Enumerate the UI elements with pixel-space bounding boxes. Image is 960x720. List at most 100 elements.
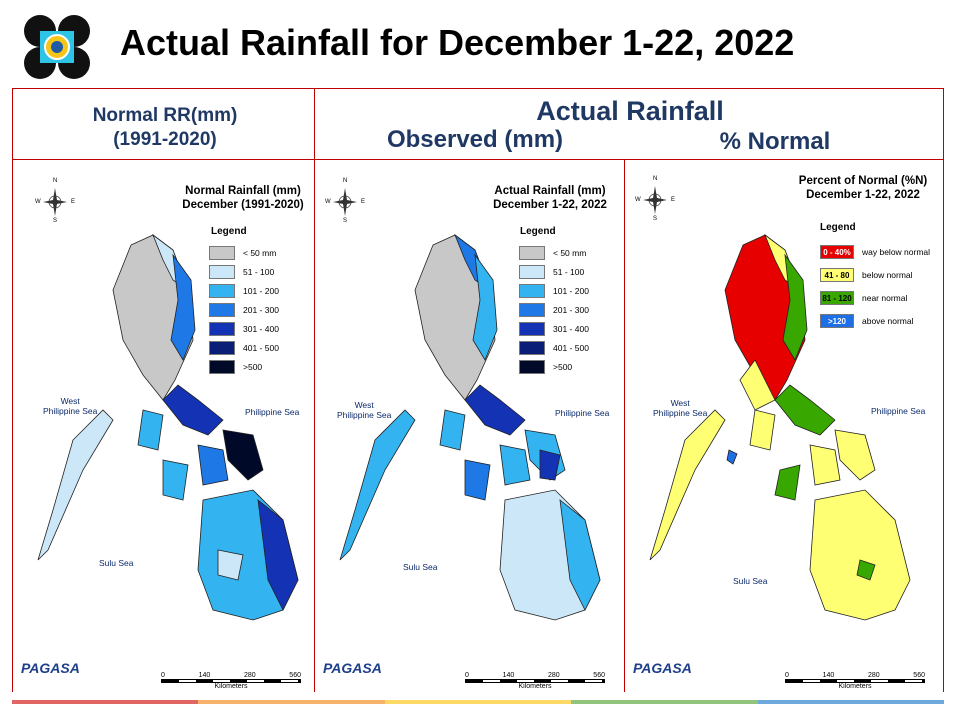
scale-tick: 280	[867, 672, 880, 679]
legend-label: 101 - 200	[553, 286, 589, 296]
compass-letter-n: N	[653, 176, 658, 182]
compass-rose-icon	[43, 188, 67, 216]
map-title-observed-line1: Actual Rainfall (mm)	[494, 185, 606, 197]
compass-letter-e: E	[71, 199, 76, 205]
compass-letter-s: S	[343, 218, 348, 224]
legend-swatch	[519, 341, 545, 355]
legend-item: 401 - 500	[209, 341, 279, 355]
legend-item: 101 - 200	[519, 284, 589, 298]
header-observed: Observed (mm)	[386, 126, 564, 153]
column-divider-1	[314, 88, 315, 692]
compass-letter-s: S	[653, 216, 658, 222]
footer-segment	[384, 700, 572, 704]
column-divider-2	[624, 159, 625, 692]
scale-tick: 280	[243, 672, 256, 679]
legend-item: >500	[519, 360, 572, 374]
scale-unit: Kilometers	[518, 683, 552, 690]
slide-title: Actual Rainfall for December 1-22, 2022	[120, 22, 795, 63]
scale-tick: 280	[547, 672, 560, 679]
legend-swatch	[209, 303, 235, 317]
sea-label-west-normal: West Philippine Sea	[43, 396, 98, 416]
scale-unit: Kilometers	[214, 683, 248, 690]
legend-swatch	[209, 265, 235, 279]
sea-label-south-normal: Sulu Sea	[99, 558, 134, 568]
map-title-normal-line2: December (1991-2020)	[182, 199, 304, 211]
legend-label: way below normal	[862, 247, 931, 257]
legend-item: >120 above normal	[820, 314, 914, 328]
legend-label: below normal	[862, 270, 913, 280]
dost-pagasa-logo	[24, 15, 90, 79]
legend-label: near normal	[862, 293, 908, 303]
compass-letter-w: W	[635, 197, 641, 203]
pagasa-brand-observed: PAGASA	[323, 660, 382, 676]
legend-label: 201 - 300	[243, 305, 279, 315]
legend-item: 301 - 400	[209, 322, 279, 336]
legend-label: >500	[243, 362, 263, 372]
legend-item: 81 - 120 near normal	[820, 291, 907, 305]
legend-label: < 50 mm	[553, 248, 587, 258]
legend-label: >500	[553, 362, 573, 372]
scale-ticks-percent: 0 140 280 560	[785, 672, 925, 679]
header-normal-line2: (1991-2020)	[113, 129, 217, 150]
legend-swatch	[519, 265, 545, 279]
map-percent	[649, 233, 911, 621]
legend-swatch: 0 - 40%	[820, 245, 854, 259]
header-actual: Actual Rainfall	[536, 96, 724, 126]
compass-letter-n: N	[53, 178, 58, 184]
panel-normal: Normal Rainfall (mm) December (1991-2020…	[13, 160, 314, 692]
scale-tick: 140	[502, 672, 515, 679]
scale-bar-observed: 0 140 280 560 Kilometers	[465, 672, 605, 690]
scale-bar-normal: 0 140 280 560 Kilometers	[161, 672, 301, 690]
legend-swatch	[209, 246, 235, 260]
compass-letter-s: S	[53, 218, 58, 224]
scale-tick: 0	[161, 672, 165, 679]
legend-label: 301 - 400	[553, 324, 589, 334]
legend-item: 401 - 500	[519, 341, 589, 355]
compass-letter-e: E	[671, 197, 676, 203]
legend-swatch: 81 - 120	[820, 291, 854, 305]
legend-label: 101 - 200	[243, 286, 279, 296]
legend-label: above normal	[862, 316, 914, 326]
legend-swatch	[209, 284, 235, 298]
legend-swatch	[519, 303, 545, 317]
sea-label-west-observed: West Philippine Sea	[337, 400, 392, 420]
pagasa-brand-normal: PAGASA	[21, 660, 80, 676]
compass-rose-icon	[333, 188, 357, 216]
legend-item: 51 - 100	[519, 265, 584, 279]
compass-rose-icon	[643, 186, 667, 214]
sea-label-east-observed: Philippine Sea	[555, 408, 610, 418]
sea-label-east-normal: Philippine Sea	[245, 407, 300, 417]
sea-label-south-percent: Sulu Sea	[733, 576, 768, 586]
sea-label-west-percent: West Philippine Sea	[653, 398, 708, 418]
legend-item: < 50 mm	[209, 246, 276, 260]
footer-segment	[757, 700, 944, 704]
scale-tick: 560	[593, 672, 605, 679]
legend-title-observed: Legend	[520, 226, 556, 237]
scale-ticks-normal: 0 140 280 560	[161, 672, 301, 679]
sea-label-south-observed: Sulu Sea	[403, 562, 438, 572]
scale-bar-percent: 0 140 280 560 Kilometers	[785, 672, 925, 690]
map-title-percent-line2: December 1-22, 2022	[806, 189, 920, 201]
map-title-normal: Normal Rainfall (mm) December (1991-2020…	[178, 184, 308, 212]
footer-segment	[571, 700, 758, 704]
legend-label: < 50 mm	[243, 248, 277, 258]
legend-item: 201 - 300	[519, 303, 589, 317]
scale-tick: 0	[785, 672, 789, 679]
map-title-percent-line1: Percent of Normal (%N)	[798, 175, 928, 187]
compass-letter-w: W	[35, 199, 41, 205]
scale-tick: 560	[289, 672, 301, 679]
map-normal	[37, 233, 299, 621]
footer-segment	[12, 700, 199, 704]
header-divider	[12, 159, 944, 160]
legend-swatch	[209, 341, 235, 355]
panel-percent: Percent of Normal (%N) December 1-22, 20…	[625, 160, 943, 692]
map-observed	[339, 233, 601, 621]
scale-bar-graphic	[465, 679, 605, 683]
legend-item: < 50 mm	[519, 246, 586, 260]
legend-swatch	[209, 322, 235, 336]
legend-swatch	[209, 360, 235, 374]
map-title-observed: Actual Rainfall (mm) December 1-22, 2022	[485, 184, 615, 212]
footer-segment	[198, 700, 385, 704]
legend-item: 41 - 80 below normal	[820, 268, 913, 282]
scale-tick: 560	[913, 672, 925, 679]
